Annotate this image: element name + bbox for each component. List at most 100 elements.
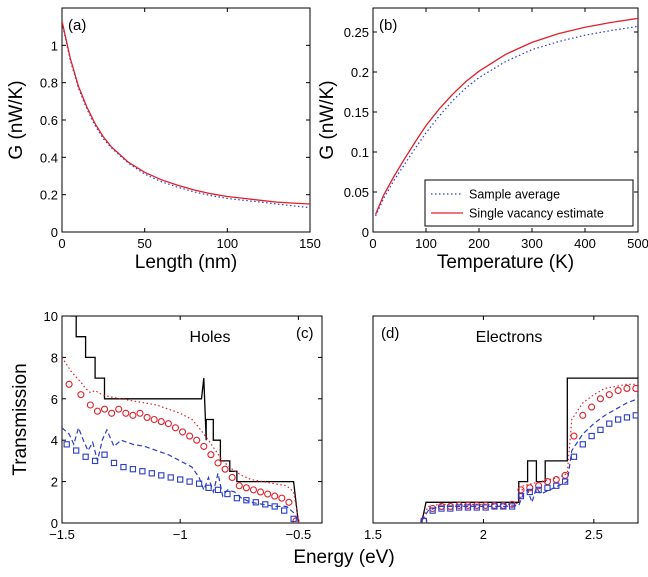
series-line-solid [375, 17, 638, 215]
x-tick-label: 150 [299, 236, 321, 251]
circle-marker [164, 420, 172, 428]
square-marker [447, 505, 454, 512]
circle-marker [526, 484, 534, 492]
x-tick-label: 100 [216, 236, 238, 251]
circle-marker [242, 484, 250, 492]
circle-marker [228, 473, 236, 482]
square-marker [438, 505, 445, 512]
square-marker [195, 480, 203, 487]
legend-entry: Single vacancy estimate [469, 207, 604, 221]
y-tick-label: 0 [362, 225, 369, 240]
square-marker [101, 451, 108, 458]
circle-marker [588, 403, 596, 411]
circle-marker [207, 451, 215, 459]
plot-area [375, 17, 638, 217]
axes-frame [61, 7, 311, 233]
y-tick-label: 0.25 [344, 25, 369, 40]
circle-marker [150, 415, 158, 424]
circle-marker [200, 442, 208, 450]
circle-marker [77, 391, 85, 399]
square-marker [482, 504, 489, 511]
plot-area [62, 316, 300, 523]
square-marker [455, 504, 463, 511]
square-marker [579, 441, 586, 448]
x-tick-label: 400 [574, 236, 596, 251]
y-tick-label: 0.6 [40, 113, 58, 128]
panel-label: (b) [379, 17, 397, 34]
y-tick-label: 8 [51, 350, 58, 365]
series-line-dotted [62, 357, 299, 520]
x-tick-label: 200 [468, 236, 490, 251]
y-tick-label: 2 [51, 475, 58, 490]
legend-box [424, 179, 634, 227]
y-axis-label: G (nW/K) [6, 80, 27, 159]
panel-a: 0 50 100 150 0 0.2 0.4 0.6 0.8 1 (a) Length (nm) G (… [6, 7, 321, 273]
circle-marker [108, 409, 116, 417]
circle-marker [249, 486, 258, 494]
circle-marker [517, 486, 525, 494]
square-marker [614, 416, 622, 423]
square-marker [73, 447, 80, 454]
square-marker [167, 474, 174, 481]
circle-marker [271, 492, 279, 500]
square-marker [186, 478, 193, 485]
square-marker [214, 486, 222, 494]
circle-marker [285, 498, 293, 506]
y-tick-label: 0.1 [351, 145, 369, 160]
circle-marker [605, 391, 613, 399]
circle-marker [579, 411, 587, 419]
circle-marker [623, 384, 631, 393]
square-marker [420, 517, 427, 523]
y-axis-label: Transmission [10, 363, 31, 475]
square-marker [252, 499, 259, 506]
circle-marker [552, 475, 560, 484]
circle-marker [178, 428, 187, 436]
square-marker [158, 472, 165, 479]
series-line-dashed [62, 425, 299, 522]
y-tick-label: 0.05 [344, 185, 369, 200]
circle-marker [136, 409, 144, 417]
circle-marker [143, 413, 151, 421]
x-tick-label: 0 [58, 236, 65, 251]
circle-marker [543, 478, 552, 486]
circle-marker [535, 482, 543, 490]
square-marker [517, 492, 525, 500]
x-axis-label: Energy (eV) [293, 547, 394, 568]
square-marker [561, 478, 569, 485]
square-marker [120, 463, 127, 471]
series-line-dotted [375, 25, 638, 217]
y-tick-label: 1 [51, 38, 58, 53]
y-tick-label: 4 [51, 433, 58, 448]
square-marker [271, 503, 278, 510]
square-marker [233, 495, 241, 502]
square-marker [597, 426, 604, 433]
square-marker [290, 515, 297, 523]
square-marker [281, 507, 288, 514]
annotation-label: Electrons [476, 329, 543, 346]
circle-marker [221, 465, 229, 473]
axes-frame [372, 315, 639, 524]
circle-marker [86, 401, 94, 409]
square-marker [606, 420, 613, 427]
square-marker [148, 470, 155, 477]
y-tick-label: 0.2 [351, 65, 369, 80]
circle-marker [214, 459, 222, 467]
circle-marker [100, 405, 109, 413]
x-tick-label: 2.5 [585, 527, 603, 542]
x-tick-label: 2 [480, 527, 487, 542]
square-marker [429, 507, 436, 514]
square-marker [139, 468, 146, 475]
x-axis-label: Length (nm) [135, 252, 237, 273]
square-marker [553, 482, 560, 489]
square-marker [129, 466, 137, 473]
series-line-dotted [421, 383, 638, 522]
axes-frame [61, 315, 323, 524]
circle-marker [115, 405, 123, 413]
square-marker [544, 484, 551, 491]
square-marker [500, 503, 507, 510]
y-tick-label: 0.4 [40, 150, 58, 165]
circle-marker [614, 386, 622, 395]
y-tick-label: 0 [51, 516, 58, 531]
y-tick-label: 6 [51, 392, 58, 407]
circle-marker [264, 490, 272, 498]
